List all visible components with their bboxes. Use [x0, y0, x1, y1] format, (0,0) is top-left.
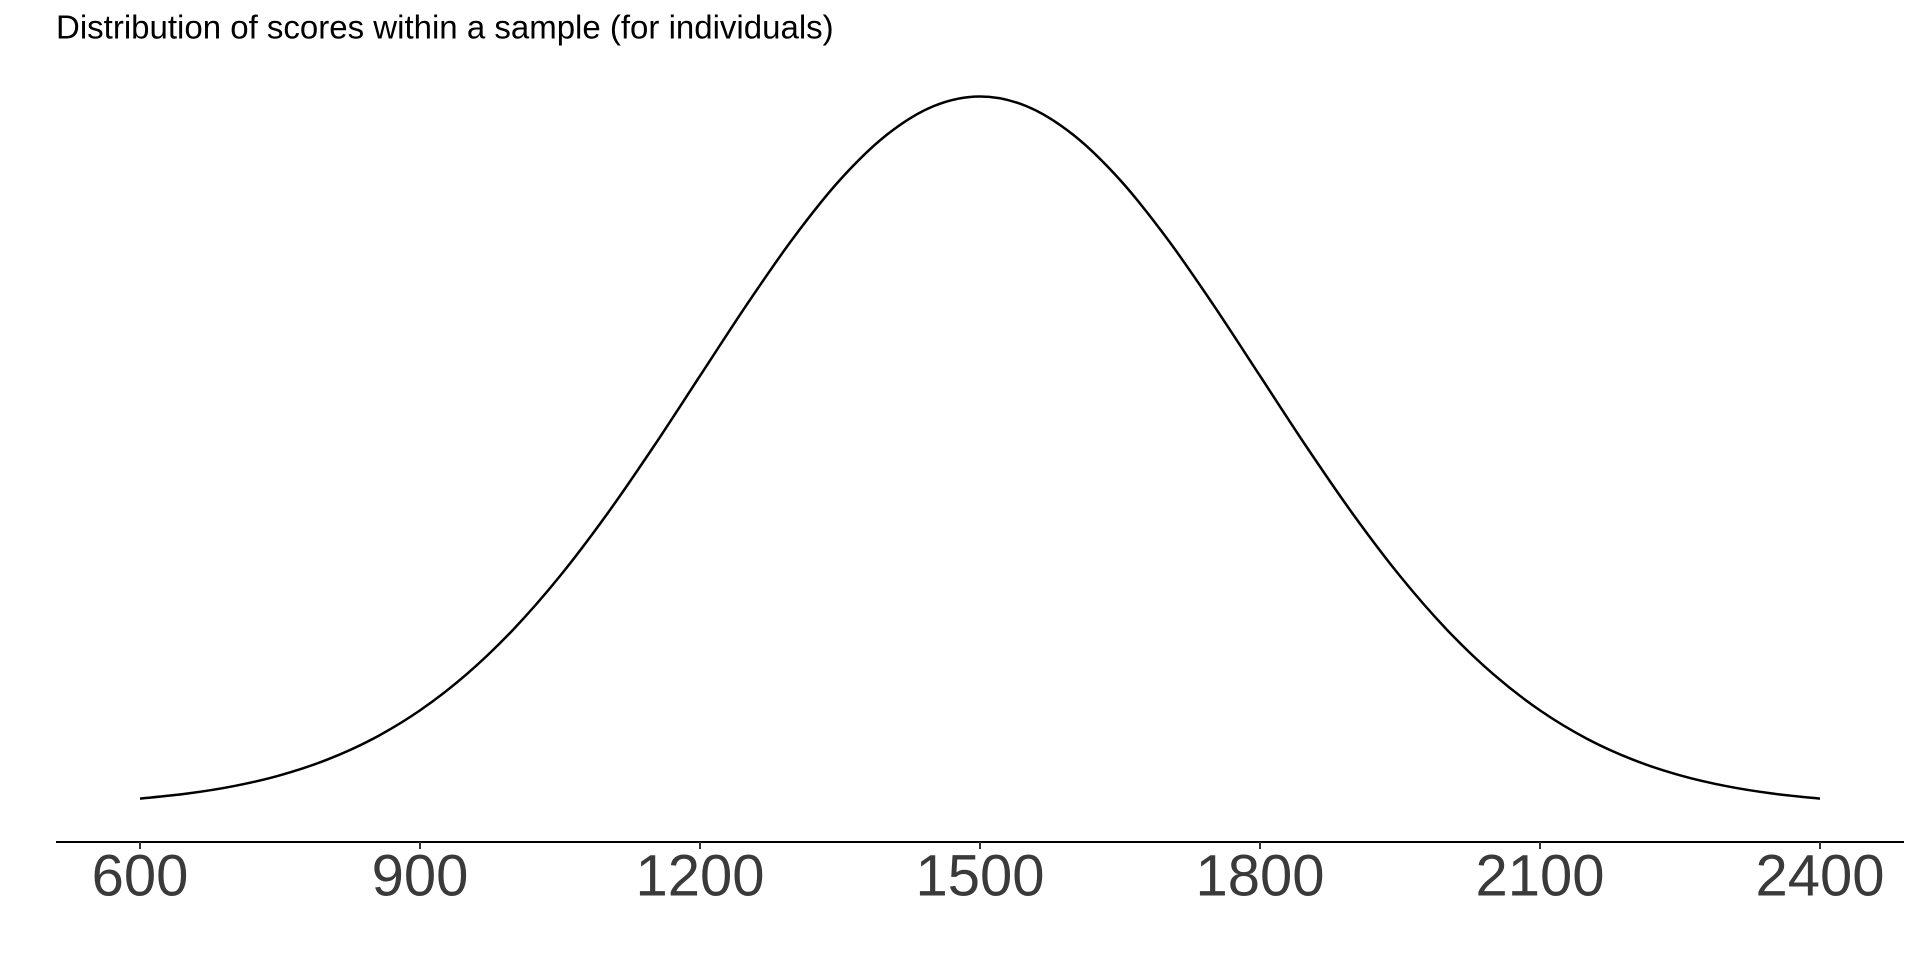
chart-title: Distribution of scores within a sample (…	[56, 9, 834, 46]
x-tick-label: 2100	[1475, 843, 1604, 908]
x-tick-label: 1200	[635, 843, 764, 908]
x-tick-label: 2400	[1755, 843, 1884, 908]
x-tick-label: 900	[372, 843, 469, 908]
x-tick-label: 1500	[915, 843, 1044, 908]
density-line	[139, 95, 1821, 800]
x-tick-label: 600	[92, 843, 189, 908]
x-tick-label: 1800	[1195, 843, 1324, 908]
